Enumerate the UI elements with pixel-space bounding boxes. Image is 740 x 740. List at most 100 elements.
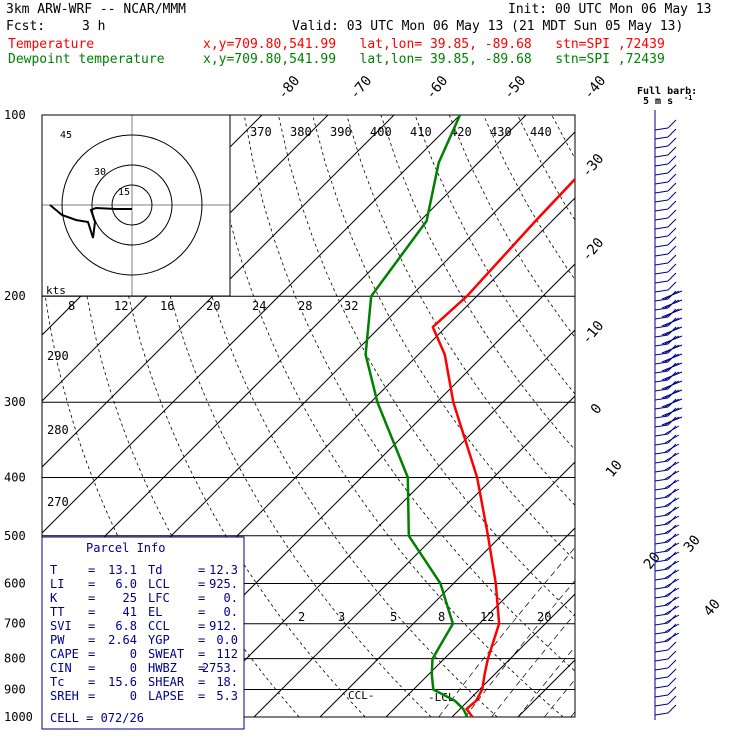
plot-frame xyxy=(41,114,576,718)
wind-barb-flag xyxy=(667,191,677,201)
wind-barb-flag xyxy=(667,155,677,165)
wind-barb-flag xyxy=(667,650,677,660)
pressure-label: 700 xyxy=(4,617,26,631)
wind-barb xyxy=(654,695,677,707)
wind-barb xyxy=(654,506,680,518)
parcel-value: 0 xyxy=(130,661,137,675)
mixing-ratio-label: 3 xyxy=(338,610,345,624)
wind-barb-flag xyxy=(664,596,680,606)
wind-barb-shaft xyxy=(654,343,669,347)
wind-barb-flag xyxy=(664,551,680,561)
wind-barb-shaft xyxy=(654,253,669,257)
parcel-value: 6.0 xyxy=(115,577,137,591)
wind-barb-shaft xyxy=(654,325,669,329)
wind-barb xyxy=(654,245,677,257)
wind-barb-flag xyxy=(667,263,677,273)
wind-barb-flag xyxy=(664,605,680,615)
parcel-label: TT xyxy=(50,605,64,619)
wind-barb-shaft xyxy=(654,676,669,680)
wind-barb-flag xyxy=(661,290,683,300)
parcel-eq: = xyxy=(88,563,95,577)
wind-barb xyxy=(654,335,683,347)
wind-speed-tick: 20 xyxy=(206,299,220,313)
wind-speed-tick: 16 xyxy=(160,299,174,313)
wind-barb-flag xyxy=(661,362,683,372)
wind-barb-shaft xyxy=(654,388,669,392)
wind-barb-shaft xyxy=(654,307,669,311)
wind-barb-shaft xyxy=(654,505,669,509)
parcel-eq: = xyxy=(198,633,205,647)
wind-barb-shaft xyxy=(654,667,669,671)
wind-barb-shaft xyxy=(654,289,669,293)
theta-left-label: 270 xyxy=(47,495,69,509)
wind-barb-flag xyxy=(664,587,680,597)
wind-barb-flag xyxy=(664,560,680,570)
wind-barb-shaft xyxy=(654,514,669,518)
wind-barb-flag xyxy=(667,281,677,291)
temperature-legend-info: x,y=709.80,541.99 lat,lon= 39.85, -89.68… xyxy=(203,37,665,52)
parcel-value: 0 xyxy=(130,689,137,703)
wind-barb xyxy=(654,227,677,239)
hodograph-ring-label: 30 xyxy=(94,167,106,178)
parcel-label: SHEAR xyxy=(148,675,185,689)
pressure-label: 300 xyxy=(4,395,26,409)
parcel-info-title: Parcel Info xyxy=(86,541,165,555)
parcel-label: LI xyxy=(50,577,64,591)
wind-barb-shaft xyxy=(654,532,669,536)
wind-barb xyxy=(654,236,677,248)
dry-adiabat xyxy=(620,115,740,717)
theta-left-label: 290 xyxy=(47,349,69,363)
parcel-label: LAPSE xyxy=(148,689,184,703)
wind-barb-shaft xyxy=(654,226,669,230)
forecast-hour: 3 h xyxy=(82,19,106,34)
wind-barb xyxy=(654,254,677,266)
wind-barb-shaft xyxy=(654,154,669,158)
wind-barb-shaft xyxy=(654,271,669,275)
wind-barb-flag xyxy=(667,245,677,255)
temperature-axis-label: 40 xyxy=(701,596,724,619)
wind-barb-shaft xyxy=(654,613,669,617)
wind-barb-shaft xyxy=(654,712,669,716)
temperature-curve xyxy=(431,177,575,718)
temperature-axis-label: -60 xyxy=(423,73,452,103)
wind-barb-shaft xyxy=(654,694,669,698)
wind-barb-flag xyxy=(661,299,683,309)
wind-barb-shaft xyxy=(654,262,669,266)
wind-barb xyxy=(654,533,680,545)
wind-barb-flag xyxy=(661,389,683,399)
wind-barb xyxy=(654,542,680,554)
wind-barb-flag xyxy=(667,677,677,687)
parcel-value: 0 xyxy=(130,647,137,661)
parcel-eq: = xyxy=(198,591,205,605)
parcel-eq: = xyxy=(88,591,95,605)
wind-barb xyxy=(654,641,677,653)
pressure-label: 900 xyxy=(4,682,26,696)
wind-barb-shaft xyxy=(654,478,669,482)
wind-barb xyxy=(654,146,677,158)
wind-barb-shaft xyxy=(654,586,669,590)
wind-barb-flag xyxy=(667,173,677,183)
wind-barb xyxy=(654,686,677,698)
wind-speed-unit: kts xyxy=(46,284,66,297)
wind-barb-shaft xyxy=(654,622,669,626)
wind-barb-shaft xyxy=(654,136,669,140)
wind-barb-shaft xyxy=(654,406,669,410)
wind-speed-tick: 32 xyxy=(344,299,358,313)
wind-barb xyxy=(654,326,683,338)
wind-barb xyxy=(654,119,677,131)
wind-barb-flag xyxy=(661,335,683,345)
wind-barb-shaft xyxy=(654,442,669,446)
wind-barb-shaft xyxy=(654,217,669,221)
parcel-cell: CELL = 072/26 xyxy=(50,711,144,725)
wind-barb-shaft xyxy=(654,334,669,338)
wind-barb-shaft xyxy=(654,415,669,419)
wind-barb xyxy=(654,704,677,716)
wind-barb xyxy=(654,488,680,500)
parcel-eq: = xyxy=(198,647,205,661)
temperature-axis-label: -10 xyxy=(579,318,608,348)
parcel-value: 25 xyxy=(123,591,137,605)
parcel-eq: = xyxy=(198,605,205,619)
parcel-value: 912. xyxy=(209,619,238,633)
parcel-label: LFC xyxy=(148,591,170,605)
